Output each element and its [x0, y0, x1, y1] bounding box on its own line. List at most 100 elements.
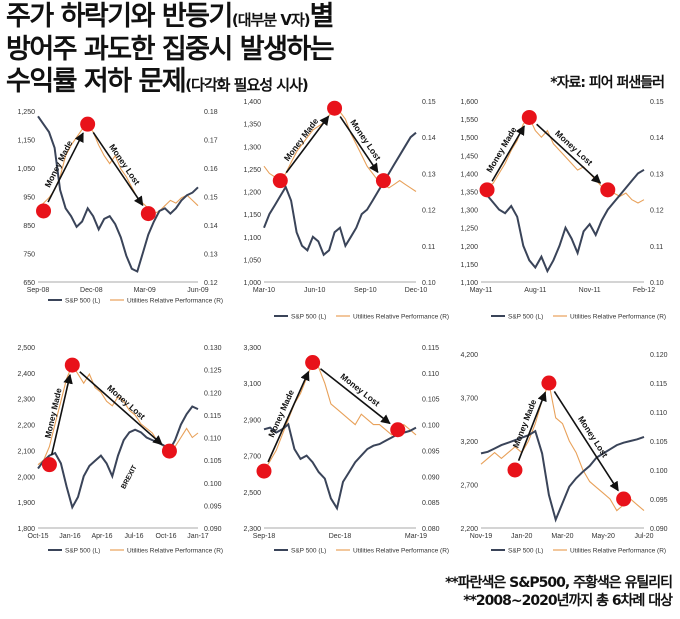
left-tick-label: 2,500: [17, 345, 35, 352]
x-tick-label: Nov-11: [579, 287, 601, 294]
right-tick-label: 0.085: [422, 500, 440, 507]
x-tick-label: Sep-18: [253, 533, 276, 540]
x-tick-label: Dec-18: [329, 533, 352, 540]
left-tick-label: 1,900: [17, 500, 35, 507]
right-tick-label: 0.130: [204, 345, 222, 352]
legend-utilities-label: Utilities Relative Performance (R): [353, 314, 449, 321]
x-tick-label: Dec-08: [80, 287, 103, 294]
title-line1: 주가 하락기와 반등기: [6, 1, 233, 32]
chart-panel-5: 3,300 3,100 2,900 2,700 2,500 2,300 0.115 0.110…: [243, 345, 449, 555]
left-tick-label: 1,150: [460, 262, 478, 269]
x-tick-label: Sep-08: [27, 287, 50, 294]
right-tick-label: 0.11: [422, 244, 435, 251]
left-tick-label: 1,050: [17, 166, 35, 173]
footnote-period: **2008~2020년까지 총 6차례 대상: [463, 593, 673, 609]
right-tick-label: 0.115: [650, 381, 667, 388]
left-tick-label: 2,700: [460, 483, 478, 490]
x-tick-label: Oct-15: [27, 533, 48, 540]
x-tick-label: Sep-10: [354, 287, 377, 294]
chart-panel-4: 2,500 2,400 2,300 2,200 2,100 2,000 1,900 1,800…: [17, 345, 223, 555]
right-tick-label: 0.080: [422, 526, 440, 533]
peak-marker: [327, 100, 343, 116]
left-tick-label: 3,700: [460, 396, 478, 403]
left-tick-label: 650: [23, 280, 35, 287]
x-tick-label: Jul-16: [124, 533, 143, 540]
end-marker: [390, 422, 406, 438]
peak-marker: [64, 357, 80, 373]
utilities-series-line: [263, 361, 417, 472]
right-tick-label: 0.11: [650, 244, 663, 251]
end-marker: [375, 173, 391, 189]
legend-sp500-label: S&P 500 (L): [508, 314, 543, 321]
right-tick-label: 0.105: [204, 458, 222, 465]
x-tick-label: Mar-20: [551, 533, 573, 540]
chart-panel-2: 1,400 1,350 1,300 1,250 1,200 1,150 1,100 1,050…: [243, 99, 449, 321]
left-tick-label: 1,200: [243, 190, 261, 197]
right-tick-label: 0.090: [422, 474, 440, 481]
footnotes: **파란색은 S&P500, 주황색은 유틸리티 **2008~2020년까지 …: [445, 574, 673, 610]
money-made-arrow: [285, 115, 330, 174]
money-lost-label: Money Lost: [107, 142, 142, 187]
x-tick-label: Jan-16: [59, 533, 81, 540]
right-tick-label: 0.115: [204, 413, 221, 420]
right-tick-label: 0.120: [204, 390, 222, 397]
start-marker: [41, 457, 57, 473]
x-tick-label: Oct-16: [155, 533, 176, 540]
money-lost-arrow: [319, 368, 391, 425]
left-tick-label: 2,000: [17, 474, 35, 481]
x-tick-label: Dec-10: [405, 287, 428, 294]
money-made-arrow: [50, 373, 73, 456]
left-tick-label: 1,150: [17, 138, 35, 145]
legend-sp500-label: S&P 500 (L): [65, 298, 100, 305]
right-tick-label: 0.095: [422, 448, 440, 455]
right-tick-label: 0.10: [650, 280, 664, 287]
left-tick-label: 1,300: [243, 144, 261, 151]
end-marker: [140, 206, 156, 222]
title-line1-small: (대부분 V자): [231, 11, 311, 29]
right-tick-label: 0.13: [422, 171, 436, 178]
x-tick-label: Aug-11: [524, 287, 546, 294]
left-tick-label: 1,150: [243, 212, 261, 219]
money-lost-label: Money Lost: [339, 371, 382, 408]
legend-sp500-label: S&P 500 (L): [291, 548, 326, 555]
start-marker: [272, 173, 288, 189]
right-tick-label: 0.15: [650, 99, 664, 106]
left-tick-label: 1,250: [243, 167, 261, 174]
left-tick-label: 1,300: [460, 208, 478, 215]
left-tick-label: 4,200: [460, 352, 478, 359]
money-made-label: Money Made: [511, 398, 539, 449]
title-line3: 수익률 저하 문제: [6, 66, 187, 97]
money-lost-arrow: [553, 390, 619, 492]
money-lost-arrow: [92, 131, 144, 207]
x-tick-label: Mar-19: [405, 533, 427, 540]
right-tick-label: 0.14: [422, 135, 436, 142]
utilities-series-line: [480, 381, 645, 512]
right-tick-label: 0.105: [650, 439, 668, 446]
chart-panel-3: 1,600 1,550 1,500 1,450 1,400 1,350 1,300 1,250…: [460, 99, 666, 321]
right-tick-label: 0.17: [204, 138, 218, 145]
x-tick-label: Jul-20: [634, 533, 653, 540]
legend-utilities-label: Utilities Relative Performance (R): [570, 314, 666, 321]
money-made-arrow: [47, 132, 84, 203]
left-tick-label: 1,000: [243, 280, 261, 287]
x-tick-label: Feb-12: [633, 287, 655, 294]
chart-panel-6: 4,200 3,700 3,200 2,700 2,200 0.120 0.115 0.110…: [460, 352, 667, 555]
left-tick-label: 2,900: [243, 417, 261, 424]
right-tick-label: 0.090: [204, 526, 222, 533]
title-line3-small: (다각화 필요성 시사): [185, 76, 309, 94]
left-tick-label: 2,200: [17, 423, 35, 430]
left-tick-label: 2,400: [17, 371, 35, 378]
left-tick-label: 2,700: [243, 454, 261, 461]
x-tick-label: Nov-19: [470, 533, 493, 540]
right-tick-label: 0.13: [650, 171, 664, 178]
title-line1-end: 별: [309, 1, 335, 32]
right-tick-label: 0.095: [650, 497, 668, 504]
left-tick-label: 1,250: [460, 226, 478, 233]
left-tick-label: 2,100: [17, 448, 35, 455]
right-tick-label: 0.13: [204, 252, 218, 259]
footnote-colors: **파란색은 S&P500, 주황색은 유틸리티: [445, 575, 673, 591]
right-tick-label: 0.090: [650, 526, 668, 533]
left-tick-label: 1,200: [460, 244, 478, 251]
left-tick-label: 1,550: [460, 117, 478, 124]
